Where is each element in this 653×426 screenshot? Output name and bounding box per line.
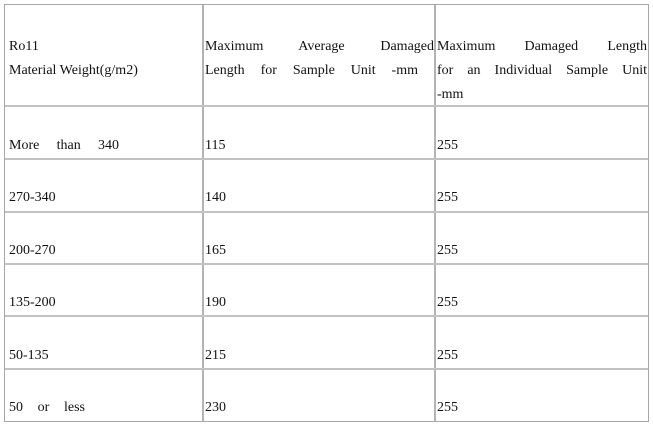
row-divider xyxy=(5,263,648,265)
row-6-avg-length: 230 xyxy=(205,400,226,415)
row-5-ind-length: 255 xyxy=(437,348,458,363)
row-divider xyxy=(5,105,648,107)
row-divider xyxy=(5,368,648,370)
damaged-length-table: Ro11 Material Weight(g/m2) Maximum Avera… xyxy=(4,4,649,422)
row-divider xyxy=(5,158,648,160)
row-2-ind-length: 255 xyxy=(437,190,458,205)
row-6-weight: 50 or less xyxy=(9,400,85,415)
row-4-ind-length: 255 xyxy=(437,295,458,310)
row-3-ind-length: 255 xyxy=(437,243,458,258)
header-col2-line2: Length for Sample Unit -mm xyxy=(205,63,418,78)
header-col1-line1: Ro11 xyxy=(9,39,39,54)
column-divider xyxy=(434,5,436,421)
row-1-ind-length: 255 xyxy=(437,138,458,153)
row-5-weight: 50-135 xyxy=(9,348,49,363)
header-col1-line2: Material Weight(g/m2) xyxy=(9,63,138,78)
row-3-weight: 200-270 xyxy=(9,243,56,258)
column-divider xyxy=(202,5,204,421)
row-2-weight: 270-340 xyxy=(9,190,56,205)
header-col2-line1: Maximum Average Damaged xyxy=(205,39,434,54)
row-5-avg-length: 215 xyxy=(205,348,226,363)
row-1-weight: More than 340 xyxy=(9,138,119,153)
header-col3-line3: -mm xyxy=(437,87,464,102)
header-col3-line1: Maximum Damaged Length xyxy=(437,39,647,54)
row-4-avg-length: 190 xyxy=(205,295,226,310)
row-divider xyxy=(5,211,648,213)
header-col3-line2: for an Individual Sample Unit xyxy=(437,63,647,78)
row-1-avg-length: 115 xyxy=(205,138,226,153)
row-2-avg-length: 140 xyxy=(205,190,226,205)
row-3-avg-length: 165 xyxy=(205,243,226,258)
row-6-ind-length: 255 xyxy=(437,400,458,415)
row-divider xyxy=(5,315,648,317)
row-4-weight: 135-200 xyxy=(9,295,56,310)
